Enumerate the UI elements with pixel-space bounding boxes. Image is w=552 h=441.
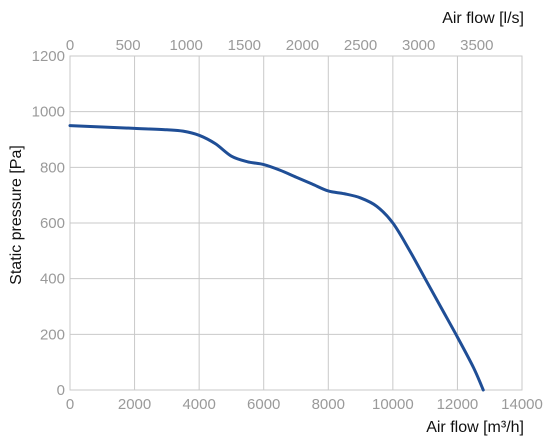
tick-labels: 0 2000 4000 6000 8000 10000 12000 1400002004006… (32, 37, 543, 413)
x-tick-label: 10000 (372, 396, 414, 413)
fan-curve-line (68, 124, 485, 392)
top-tick-label: 3000 (402, 37, 435, 54)
y-tick-label: 0 (57, 382, 65, 399)
series-layer (68, 124, 485, 392)
x-tick-label: 8000 (312, 396, 345, 413)
y-tick-label: 800 (40, 159, 65, 176)
x-tick-label: 2000 (118, 396, 151, 413)
x-tick-label: 14000 (501, 396, 543, 413)
top-tick-label: 3500 (460, 37, 493, 54)
top-tick-label: 2500 (344, 37, 377, 54)
y-tick-label: 400 (40, 271, 65, 288)
plot-frame (69, 55, 523, 391)
y-axis-title: Static pressure [Pa] (8, 145, 25, 285)
x-tick-label: 6000 (247, 396, 280, 413)
top-tick-label: 0 (66, 37, 74, 54)
x-tick-label: 12000 (437, 396, 479, 413)
top-tick-label: 1000 (170, 37, 203, 54)
x-tick-label: 4000 (182, 396, 215, 413)
grid (69, 55, 523, 391)
y-tick-label: 600 (40, 215, 65, 232)
y-tick-label: 200 (40, 326, 65, 343)
top-axis-title: Air flow [l/s] (442, 10, 524, 27)
x-tick-label: 0 (66, 396, 74, 413)
y-tick-label: 1000 (32, 104, 65, 121)
x-axis-title: Air flow [m³/h] (426, 419, 524, 436)
top-tick-label: 500 (116, 37, 141, 54)
top-tick-label: 2000 (286, 37, 319, 54)
y-tick-label: 1200 (32, 48, 65, 65)
top-tick-label: 1500 (228, 37, 261, 54)
